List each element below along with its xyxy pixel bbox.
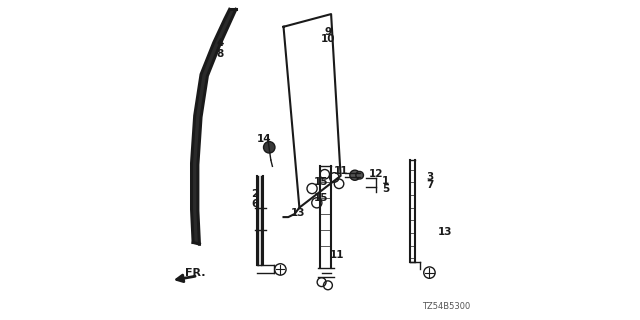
Text: 11: 11	[333, 166, 348, 176]
Polygon shape	[191, 9, 236, 244]
Text: 15: 15	[314, 193, 328, 203]
Circle shape	[350, 170, 360, 180]
Text: 3: 3	[426, 172, 433, 182]
Text: 10: 10	[321, 35, 335, 44]
Text: 14: 14	[257, 134, 272, 144]
Text: 13: 13	[291, 208, 305, 218]
Text: 4: 4	[216, 38, 224, 48]
Text: 1: 1	[382, 176, 389, 186]
Text: 15: 15	[314, 177, 328, 187]
Text: 7: 7	[426, 180, 433, 190]
Text: 8: 8	[216, 49, 224, 59]
Text: 12: 12	[369, 169, 383, 179]
Text: 9: 9	[324, 27, 332, 36]
Text: 2: 2	[252, 189, 259, 199]
Text: 11: 11	[330, 250, 345, 260]
Text: 6: 6	[252, 199, 259, 209]
Text: 5: 5	[382, 184, 389, 194]
Text: 13: 13	[437, 227, 452, 237]
Text: TZ54B5300: TZ54B5300	[422, 302, 470, 311]
Text: FR.: FR.	[185, 268, 205, 278]
Circle shape	[356, 172, 364, 179]
Circle shape	[264, 142, 275, 153]
